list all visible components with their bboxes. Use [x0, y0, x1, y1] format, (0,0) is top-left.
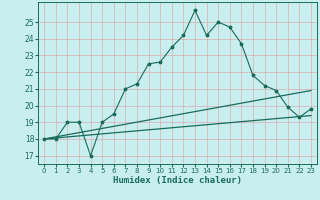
X-axis label: Humidex (Indice chaleur): Humidex (Indice chaleur)	[113, 176, 242, 185]
